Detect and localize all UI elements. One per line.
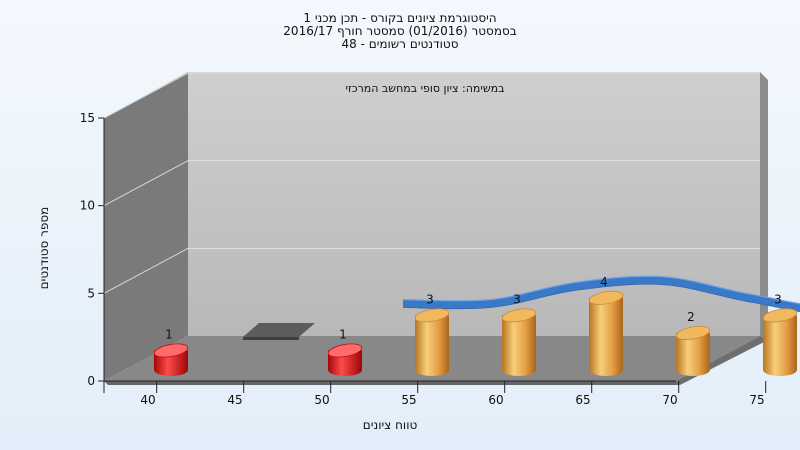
chart-title-line-2: בסמסטר (01/2016) סמסטר חורף 2016/17	[283, 24, 517, 38]
data-label: 3	[774, 292, 782, 306]
bar-top	[501, 308, 537, 323]
x-tick-label: 60	[488, 393, 503, 407]
x-tick-label: 50	[314, 393, 329, 407]
data-label: 4	[600, 275, 608, 289]
y-tick-label: 15	[80, 111, 95, 125]
bar-body	[502, 315, 536, 376]
bar: 1	[153, 327, 189, 376]
bar: 3	[501, 292, 537, 376]
chart-right-depth	[760, 72, 768, 340]
bar-top	[588, 290, 624, 305]
gridline-side	[103, 72, 189, 119]
bar-top	[675, 325, 711, 340]
bar: 3	[762, 292, 798, 376]
data-label: 1	[165, 327, 173, 341]
bar: 2	[675, 310, 711, 376]
ribbon-series-edge	[403, 275, 800, 305]
chart-floor-front	[104, 381, 680, 385]
gridlines	[103, 72, 760, 294]
data-label: 2	[687, 310, 695, 324]
bar-body	[763, 315, 797, 376]
chart-side-wall	[104, 72, 188, 381]
gridline-side	[103, 160, 189, 207]
x-tick-label: 75	[749, 393, 764, 407]
y-axis-title: מספר סטודנטים	[37, 207, 51, 290]
data-label: 1	[339, 327, 347, 341]
x-tick-label: 70	[662, 393, 677, 407]
bar-body	[676, 332, 710, 376]
bars: 113342351144	[153, 275, 798, 376]
bar-top	[414, 308, 450, 323]
bar-top	[153, 343, 189, 358]
bar-top	[327, 343, 363, 358]
axes: 051015404550556065707580859095	[80, 111, 767, 407]
x-tick-label: 40	[140, 393, 155, 407]
x-tick-label: 55	[401, 393, 416, 407]
bar: 3	[414, 292, 450, 376]
data-label: 3	[426, 292, 434, 306]
chart-title-line-1: היסטוגרמת ציונים בקורס - תכן מכני 1	[303, 11, 497, 25]
chart-title-line-3: סטודנטים רשומים - 48	[341, 37, 459, 51]
bar: 1	[327, 327, 363, 376]
gridline-side	[103, 247, 189, 294]
y-tick-label: 5	[87, 286, 95, 300]
data-label: 3	[513, 292, 521, 306]
x-tick-label: 45	[227, 393, 242, 407]
bar-empty	[243, 323, 315, 337]
y-tick-label: 0	[87, 374, 95, 388]
y-tick-label: 10	[80, 199, 95, 213]
x-axis-title: טווח ציונים	[363, 418, 418, 432]
plot-title: במשימה: ציון סופי במחשב המרכזי	[345, 82, 504, 95]
ribbon-series	[403, 275, 800, 313]
bar-body	[415, 315, 449, 376]
bar-top	[762, 308, 798, 323]
bar: 4	[588, 275, 624, 376]
chart-back-wall	[188, 72, 760, 336]
bar-body	[589, 297, 623, 376]
bar-empty-edge	[243, 337, 299, 340]
x-tick-label: 65	[575, 393, 590, 407]
